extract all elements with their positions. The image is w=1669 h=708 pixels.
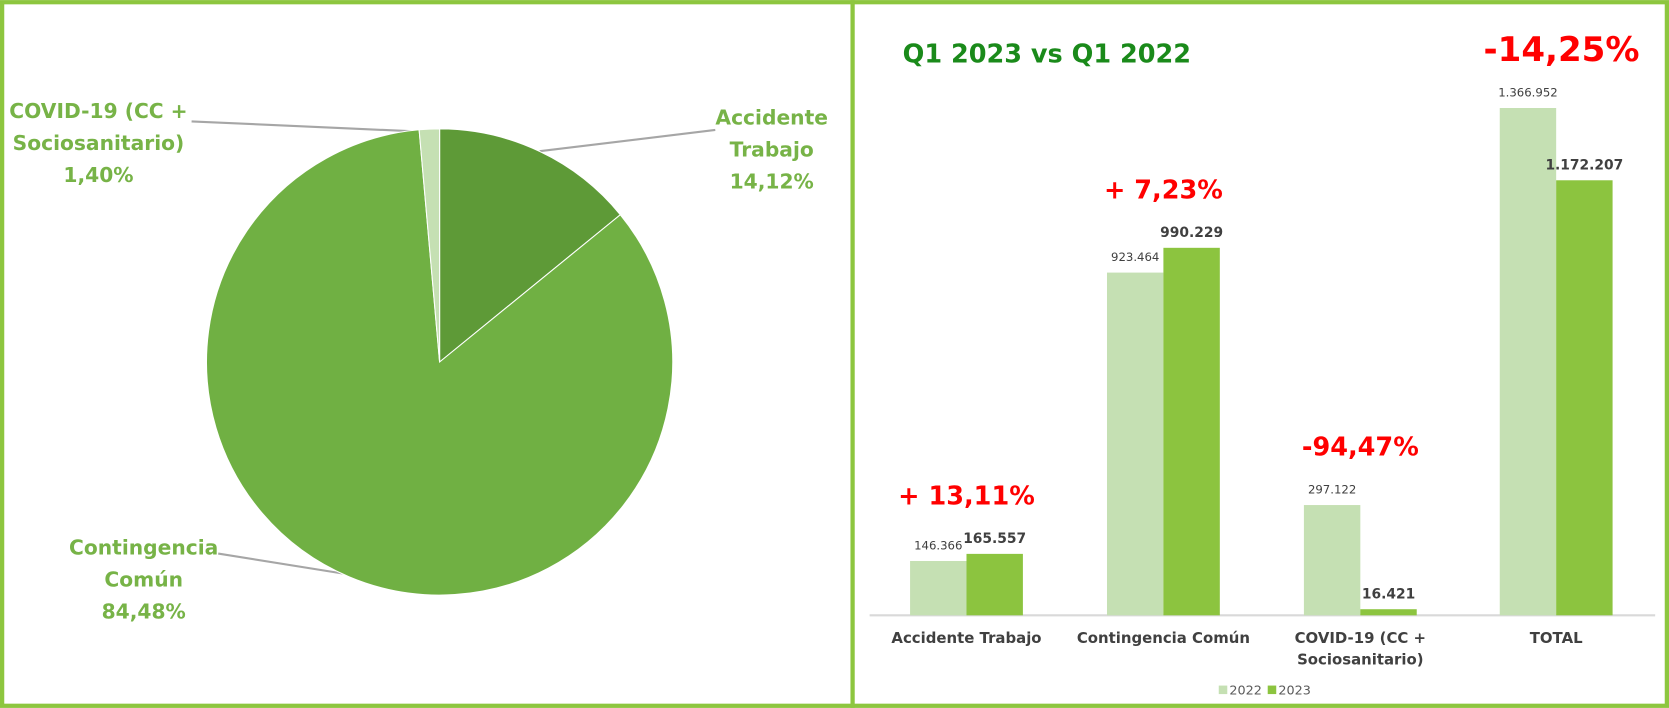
bar bbox=[910, 560, 967, 616]
label: Accidente Trabajo 14,12% bbox=[692, 102, 852, 198]
bar bbox=[1499, 108, 1557, 616]
bar bbox=[1556, 180, 1613, 616]
label: Contingencia Común 84,48% bbox=[43, 532, 245, 628]
label-box: COVID-19 (CC + Sociosanitario) bbox=[1265, 628, 1457, 671]
legend-swatch bbox=[1218, 685, 1228, 695]
label-box: Accidente Trabajo 14,12% bbox=[692, 102, 852, 198]
bar bbox=[1163, 247, 1220, 616]
legend-label: 2022 bbox=[1229, 683, 1261, 698]
bar bbox=[1360, 609, 1417, 616]
pie-slice bbox=[206, 129, 674, 596]
value-label: 165.557 bbox=[963, 531, 1026, 547]
leader-line bbox=[539, 128, 716, 153]
bar bbox=[1106, 272, 1164, 616]
value-label: 923.464 bbox=[1111, 250, 1159, 264]
chart-title: Q1 2023 vs Q1 2022 bbox=[903, 39, 1191, 69]
value-label: 16.421 bbox=[1362, 586, 1415, 602]
annotation: + 13,11% bbox=[898, 481, 1035, 511]
label-line: COVID-19 (CC + Sociosanitario) bbox=[1294, 630, 1427, 669]
label-line: Accidente Trabajo bbox=[891, 630, 1042, 648]
annotation: + 7,23% bbox=[1104, 175, 1223, 205]
label: COVID-19 (CC + Sociosanitario) 1,40% bbox=[0, 96, 197, 192]
value-label: 1.366.952 bbox=[1498, 86, 1557, 100]
label-box: Contingencia Común bbox=[1068, 628, 1260, 649]
label-box: COVID-19 (CC + Sociosanitario) 1,40% bbox=[0, 96, 197, 192]
label-line: TOTAL bbox=[1529, 630, 1583, 648]
label-line: 84,48% bbox=[101, 600, 186, 624]
label-line: 14,12% bbox=[729, 170, 814, 194]
value-label: 1.172.207 bbox=[1545, 157, 1623, 173]
label-line: Accidente Trabajo bbox=[715, 106, 828, 162]
legend-label: 2023 bbox=[1278, 683, 1310, 698]
label-box: Accidente Trabajo bbox=[871, 628, 1063, 649]
label: TOTAL bbox=[1460, 628, 1652, 649]
label-line: Contingencia Común bbox=[69, 536, 219, 592]
value-label: 990.229 bbox=[1160, 225, 1223, 241]
leader-line bbox=[191, 120, 432, 134]
label-box: TOTAL bbox=[1460, 628, 1652, 649]
annotation: -94,47% bbox=[1302, 433, 1419, 463]
pie-slice bbox=[418, 128, 441, 363]
pie-slice bbox=[439, 128, 622, 364]
annotation: -14,25% bbox=[1484, 30, 1640, 70]
label-line: COVID-19 (CC + Sociosanitario) bbox=[9, 100, 188, 156]
value-label: 297.122 bbox=[1308, 483, 1356, 497]
label: Accidente Trabajo bbox=[871, 628, 1063, 649]
legend-swatch bbox=[1267, 685, 1277, 695]
value-label: 146.366 bbox=[914, 539, 962, 553]
label: Contingencia Común bbox=[1068, 628, 1260, 649]
label-line: 1,40% bbox=[63, 164, 134, 188]
bar bbox=[1303, 505, 1361, 616]
leader-line bbox=[218, 552, 352, 576]
label: COVID-19 (CC + Sociosanitario) bbox=[1265, 628, 1457, 671]
label-box: Contingencia Común 84,48% bbox=[43, 532, 245, 628]
label-line: Contingencia Común bbox=[1076, 630, 1250, 648]
bar bbox=[966, 553, 1023, 616]
